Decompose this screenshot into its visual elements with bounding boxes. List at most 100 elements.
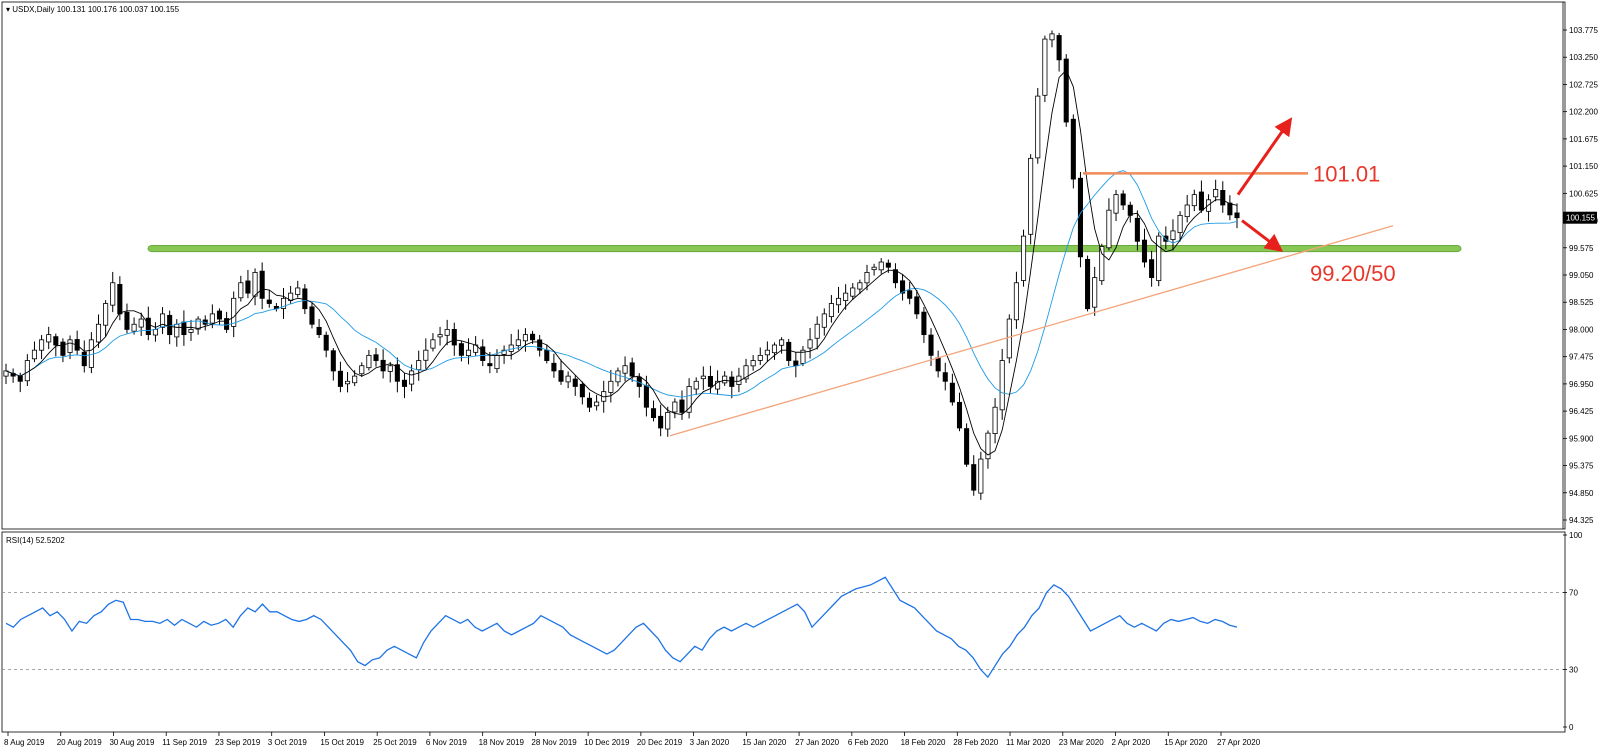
candle-body — [715, 380, 721, 390]
price-tick-label: 98.000 — [1569, 325, 1594, 334]
date-tick-label: 18 Nov 2019 — [479, 738, 525, 747]
rsi-tick-label: 70 — [1569, 589, 1578, 598]
rsi-line — [5, 576, 1238, 679]
candle-body — [1198, 191, 1204, 211]
candle-body — [1113, 194, 1119, 214]
candle-body — [359, 365, 365, 375]
price-axis-ticks: 103.775 103.250 102.725 102.200 101.675 101.1… — [1563, 26, 1598, 525]
rsi-tick-label: 0 — [1569, 723, 1574, 732]
candle-body — [665, 412, 671, 430]
candle-body — [892, 269, 898, 284]
candle-body — [964, 428, 970, 465]
candle-body — [416, 360, 422, 371]
date-tick-label: 23 Mar 2020 — [1059, 738, 1104, 747]
candle-body — [700, 375, 706, 380]
candle-body — [928, 334, 934, 356]
moving-averages — [5, 69, 1238, 456]
candle-body — [1134, 217, 1140, 242]
candle-body — [999, 360, 1005, 411]
candle-body — [814, 323, 820, 339]
candle-body — [757, 354, 763, 361]
rsi-tick-label: 100 — [1569, 531, 1583, 540]
candle-body — [864, 272, 870, 284]
candle-body — [579, 383, 585, 398]
price-tick-label: 95.900 — [1569, 434, 1594, 443]
candle-body — [1156, 235, 1162, 282]
price-tick-label: 101.675 — [1569, 135, 1598, 144]
candle-body — [437, 334, 443, 338]
candle-body — [743, 365, 749, 380]
candle-body — [978, 458, 984, 494]
rsi-axis-ticks: 100 70 30 0 — [1563, 531, 1583, 732]
candle-body — [1042, 38, 1048, 96]
date-tick-label: 15 Jan 2020 — [742, 738, 787, 747]
date-tick-label: 2 Apr 2020 — [1112, 738, 1151, 747]
bearish-arrow — [1241, 219, 1284, 252]
candle-body — [956, 401, 963, 429]
candle-body — [1063, 58, 1069, 123]
candle-body — [1092, 277, 1098, 308]
candle-body — [650, 408, 657, 418]
candle-body — [401, 379, 408, 387]
candle-body — [1120, 193, 1126, 206]
date-tick-label: 18 Feb 2020 — [901, 738, 946, 747]
candle-body — [216, 310, 223, 320]
candle-body — [828, 303, 834, 318]
price-tick-label: 102.200 — [1569, 108, 1598, 117]
candle-body — [608, 380, 614, 393]
rsi-tick-label: 30 — [1569, 665, 1578, 674]
candle-body — [330, 350, 336, 372]
price-tick-label: 94.325 — [1569, 516, 1594, 525]
candle-body — [1077, 177, 1083, 258]
candle-body — [622, 365, 628, 374]
candle-body — [686, 386, 692, 413]
candle-body — [935, 357, 941, 372]
date-tick-label: 30 Aug 2019 — [109, 738, 154, 747]
price-tick-label: 94.850 — [1569, 489, 1594, 498]
price-tick-label: 103.775 — [1569, 26, 1598, 35]
candle-body — [530, 333, 536, 341]
candle-body — [971, 464, 977, 491]
candle-body — [209, 313, 215, 324]
support-zone-band — [147, 244, 1462, 253]
candle-body — [53, 336, 59, 346]
candle-body — [295, 287, 301, 295]
date-tick-label: 3 Jan 2020 — [690, 738, 730, 747]
candle-body — [786, 341, 792, 361]
candle-body — [857, 282, 863, 290]
candle-body — [480, 346, 486, 361]
candle-body — [1220, 190, 1226, 206]
candle-body — [501, 349, 507, 355]
candle-body — [1099, 246, 1105, 282]
candle-body — [152, 329, 158, 336]
price-tick-label: 102.725 — [1569, 80, 1598, 89]
candle-body — [949, 382, 955, 403]
candle-body — [352, 375, 358, 384]
candle-body — [188, 329, 194, 333]
price-tick-label: 95.375 — [1569, 462, 1594, 471]
candle-body — [537, 339, 543, 351]
candle-body — [409, 370, 415, 385]
candle-body — [1070, 118, 1076, 180]
candle-body — [487, 363, 493, 367]
candle-body — [1006, 318, 1012, 359]
candle-body — [850, 287, 856, 297]
date-tick-label: 15 Oct 2019 — [320, 738, 364, 747]
candle-body — [465, 349, 472, 356]
candle-body — [672, 401, 678, 413]
date-axis-ticks: 8 Aug 2019 20 Aug 2019 30 Aug 2019 11 Sep 2… — [4, 732, 1261, 747]
candle-body — [423, 349, 429, 361]
candle-body — [679, 399, 685, 413]
candle-body — [238, 282, 244, 299]
date-tick-label: 3 Oct 2019 — [268, 738, 308, 747]
candle-body — [1234, 212, 1240, 219]
candle-body — [572, 378, 578, 387]
candle-body — [24, 360, 30, 382]
candle-body — [1028, 157, 1034, 235]
rsi-series — [5, 576, 1238, 679]
date-tick-label: 6 Feb 2020 — [848, 738, 889, 747]
candle-body — [821, 313, 827, 328]
candle-body — [544, 349, 550, 361]
price-tick-label: 96.950 — [1569, 380, 1594, 389]
candle-body — [95, 323, 102, 343]
